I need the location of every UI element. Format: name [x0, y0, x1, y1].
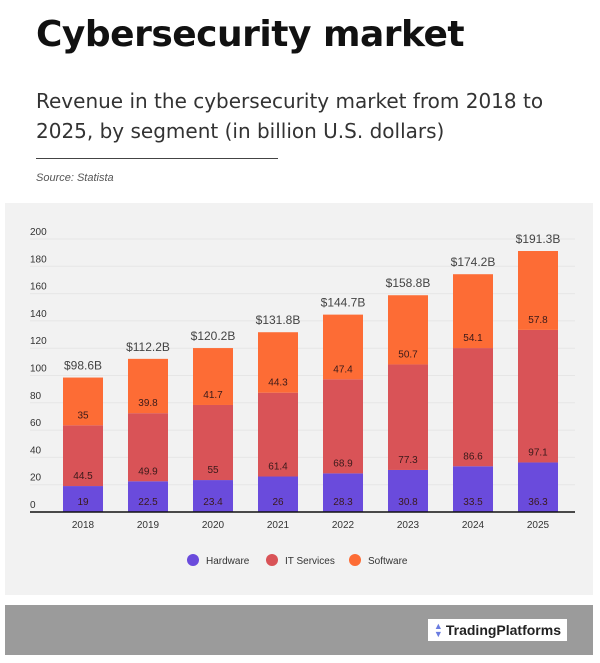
data-label: 33.5 — [463, 497, 483, 508]
source: Source: Statista — [36, 172, 114, 184]
bar-segment — [453, 274, 493, 349]
total-label: $158.8B — [386, 276, 431, 290]
legend-label: Software — [368, 556, 408, 567]
y-tick-label: 40 — [30, 445, 42, 456]
data-label: 54.1 — [463, 333, 483, 344]
x-tick-label: 2020 — [202, 520, 225, 531]
data-label: 30.8 — [398, 497, 418, 508]
legend-marker — [266, 554, 278, 566]
bar-segment — [63, 377, 103, 426]
brand-logo: ▲ ▼ TradingPlatforms — [427, 619, 567, 641]
total-label: $98.6B — [64, 359, 102, 373]
total-label: $120.2B — [191, 329, 236, 343]
data-label: 35 — [77, 410, 89, 421]
bar-segment — [518, 329, 558, 463]
bar-segment — [258, 392, 298, 477]
data-label: 55 — [207, 465, 219, 476]
x-tick-label: 2021 — [267, 520, 290, 531]
y-tick-label: 100 — [30, 364, 47, 375]
x-tick-label: 2024 — [462, 520, 485, 531]
y-tick-label: 0 — [30, 500, 36, 511]
bar-segment — [323, 314, 363, 380]
data-label: 28.3 — [333, 497, 353, 508]
divider — [36, 158, 278, 159]
data-label: 61.4 — [268, 462, 288, 473]
legend-marker — [187, 554, 199, 566]
total-label: $112.2B — [126, 340, 170, 354]
data-label: 23.4 — [203, 497, 223, 508]
bar-segment — [128, 481, 168, 512]
bar-segment — [63, 486, 103, 512]
x-tick-label: 2022 — [332, 520, 355, 531]
y-tick-label: 160 — [30, 282, 47, 293]
data-label: 77.3 — [398, 455, 418, 466]
chart: 0 20 40 60 80 100 120 140 160 180 200 19 44.5 35 $98.6… — [30, 227, 575, 567]
x-tick-label: 2023 — [397, 520, 420, 531]
bar-segment — [453, 466, 493, 512]
bar-segment — [193, 404, 233, 481]
brand-name: TradingPlatforms — [445, 622, 561, 638]
data-label: 44.3 — [268, 378, 288, 389]
y-tick-label: 180 — [30, 254, 47, 265]
x-tick-label: 2025 — [527, 520, 550, 531]
y-tick-label: 20 — [30, 473, 42, 484]
bar-segment — [258, 332, 298, 393]
bar-segment — [193, 348, 233, 405]
data-label: 47.4 — [333, 364, 353, 375]
bar-segment — [193, 480, 233, 512]
legend-label: Hardware — [206, 556, 250, 567]
bar-segment — [453, 348, 493, 467]
data-label: 49.9 — [138, 466, 158, 477]
data-label: 41.7 — [203, 390, 223, 401]
subtitle: Revenue in the cybersecurity market from… — [36, 89, 544, 143]
y-tick-label: 120 — [30, 336, 47, 347]
data-label: 97.1 — [528, 447, 548, 458]
bar-segment — [63, 425, 103, 487]
data-label: 57.8 — [528, 315, 548, 326]
data-label: 19 — [77, 497, 89, 508]
total-label: $131.8B — [256, 313, 301, 327]
data-label: 36.3 — [528, 497, 548, 508]
data-label: 39.8 — [138, 398, 158, 409]
x-tick-label: 2018 — [72, 520, 95, 531]
data-label: 68.9 — [333, 458, 353, 469]
y-tick-label: 60 — [30, 418, 42, 429]
total-label: $191.3B — [516, 232, 561, 246]
y-tick-label: 140 — [30, 309, 47, 320]
bar-segment — [388, 295, 428, 365]
bar-segment — [128, 413, 168, 482]
legend-label: IT Services — [285, 556, 335, 567]
x-tick-label: 2019 — [137, 520, 160, 531]
page-title: Cybersecurity market — [36, 14, 465, 55]
total-label: $174.2B — [451, 255, 496, 269]
legend-marker — [349, 554, 361, 566]
footer: ▲ ▼ TradingPlatforms — [5, 605, 593, 655]
bar-segment — [258, 476, 298, 512]
data-label: 50.7 — [398, 349, 418, 360]
data-label: 86.6 — [463, 451, 483, 462]
data-label: 22.5 — [138, 497, 158, 508]
y-tick-label: 200 — [30, 227, 47, 238]
data-label: 44.5 — [73, 471, 93, 482]
bar-segment — [323, 473, 363, 512]
y-tick-label: 80 — [30, 391, 42, 402]
bar-segment — [518, 251, 558, 330]
data-label: 26 — [272, 497, 284, 508]
total-label: $144.7B — [321, 296, 366, 310]
bar-segment — [388, 364, 428, 470]
bar-segment — [128, 358, 168, 414]
bar-segment — [388, 469, 428, 512]
bar-segment — [518, 462, 558, 512]
logo-arrows-icon: ▲ ▼ — [433, 621, 443, 639]
bar-segment — [323, 379, 363, 474]
